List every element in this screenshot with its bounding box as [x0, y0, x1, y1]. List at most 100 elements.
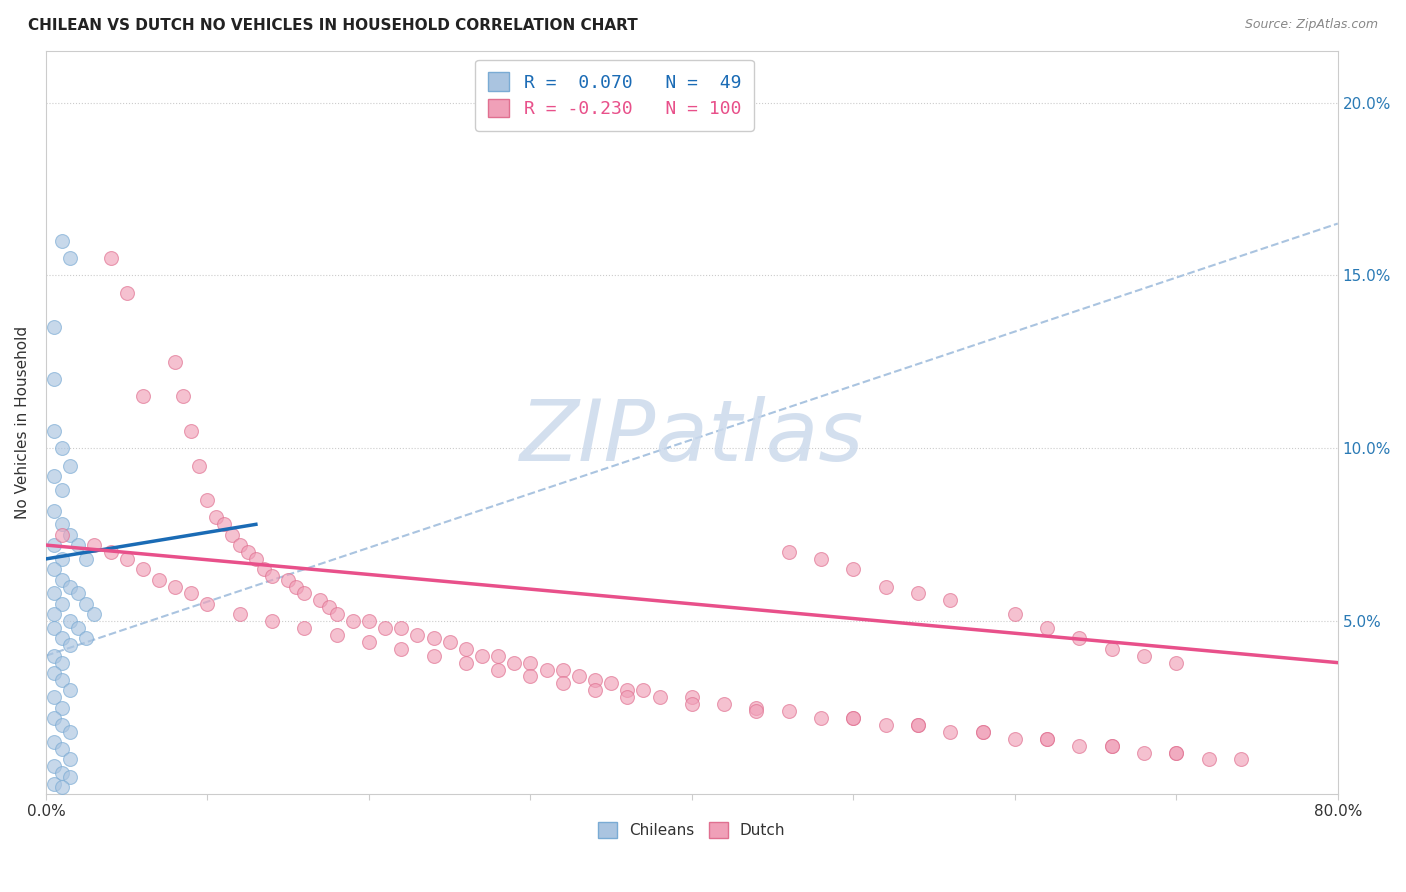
Point: [42, 711, 65, 725]
Point: [1166, 746, 1188, 760]
Point: [51, 527, 73, 541]
Point: [277, 573, 299, 587]
Point: [67, 621, 90, 635]
Point: [616, 683, 638, 698]
Point: [51, 766, 73, 780]
Point: [260, 614, 283, 628]
Point: [42, 320, 65, 334]
Text: CHILEAN VS DUTCH NO VEHICLES IN HOUSEHOLD CORRELATION CHART: CHILEAN VS DUTCH NO VEHICLES IN HOUSEHOL…: [28, 18, 638, 33]
Point: [1101, 739, 1123, 753]
Point: [132, 389, 155, 403]
Point: [165, 355, 187, 369]
Point: [285, 580, 308, 594]
Point: [536, 663, 558, 677]
Point: [875, 580, 897, 594]
Point: [681, 697, 703, 711]
Point: [681, 690, 703, 705]
Point: [100, 545, 122, 559]
Point: [212, 517, 235, 532]
Point: [875, 718, 897, 732]
Point: [616, 690, 638, 705]
Point: [42, 690, 65, 705]
Point: [59, 752, 82, 766]
Legend: Chileans, Dutch: Chileans, Dutch: [591, 814, 793, 846]
Point: [51, 597, 73, 611]
Point: [42, 424, 65, 438]
Point: [180, 424, 202, 438]
Point: [907, 718, 929, 732]
Point: [75, 597, 97, 611]
Point: [204, 510, 226, 524]
Point: [439, 635, 461, 649]
Point: [132, 562, 155, 576]
Point: [180, 586, 202, 600]
Point: [83, 607, 105, 622]
Point: [357, 635, 380, 649]
Point: [810, 711, 832, 725]
Point: [59, 724, 82, 739]
Point: [907, 718, 929, 732]
Point: [75, 632, 97, 646]
Point: [51, 234, 73, 248]
Point: [75, 552, 97, 566]
Point: [100, 251, 122, 265]
Point: [1166, 656, 1188, 670]
Point: [842, 562, 865, 576]
Point: [188, 458, 211, 473]
Point: [83, 538, 105, 552]
Point: [172, 389, 194, 403]
Point: [972, 724, 994, 739]
Point: [42, 777, 65, 791]
Point: [633, 683, 655, 698]
Point: [59, 251, 82, 265]
Point: [1101, 641, 1123, 656]
Point: [1166, 746, 1188, 760]
Point: [42, 665, 65, 680]
Point: [778, 545, 800, 559]
Point: [42, 562, 65, 576]
Point: [842, 711, 865, 725]
Point: [165, 580, 187, 594]
Point: [454, 641, 477, 656]
Point: [1004, 731, 1026, 746]
Point: [1133, 648, 1156, 663]
Point: [51, 780, 73, 794]
Point: [551, 676, 574, 690]
Point: [59, 580, 82, 594]
Point: [67, 538, 90, 552]
Point: [389, 621, 412, 635]
Point: [745, 700, 768, 714]
Point: [59, 770, 82, 784]
Point: [115, 552, 138, 566]
Point: [745, 704, 768, 718]
Point: [148, 573, 170, 587]
Point: [1069, 632, 1091, 646]
Point: [1230, 752, 1253, 766]
Point: [42, 586, 65, 600]
Point: [59, 458, 82, 473]
Point: [260, 569, 283, 583]
Point: [422, 632, 444, 646]
Point: [42, 372, 65, 386]
Point: [51, 483, 73, 497]
Text: ZIPatlas: ZIPatlas: [520, 396, 865, 479]
Point: [229, 607, 252, 622]
Point: [1036, 731, 1059, 746]
Point: [318, 600, 340, 615]
Point: [422, 648, 444, 663]
Point: [342, 614, 364, 628]
Point: [600, 676, 623, 690]
Point: [42, 648, 65, 663]
Point: [42, 538, 65, 552]
Point: [59, 638, 82, 652]
Point: [972, 724, 994, 739]
Point: [42, 607, 65, 622]
Point: [406, 628, 429, 642]
Point: [1036, 621, 1059, 635]
Point: [42, 759, 65, 773]
Point: [292, 621, 315, 635]
Point: [197, 493, 219, 508]
Point: [221, 527, 243, 541]
Point: [115, 285, 138, 300]
Point: [389, 641, 412, 656]
